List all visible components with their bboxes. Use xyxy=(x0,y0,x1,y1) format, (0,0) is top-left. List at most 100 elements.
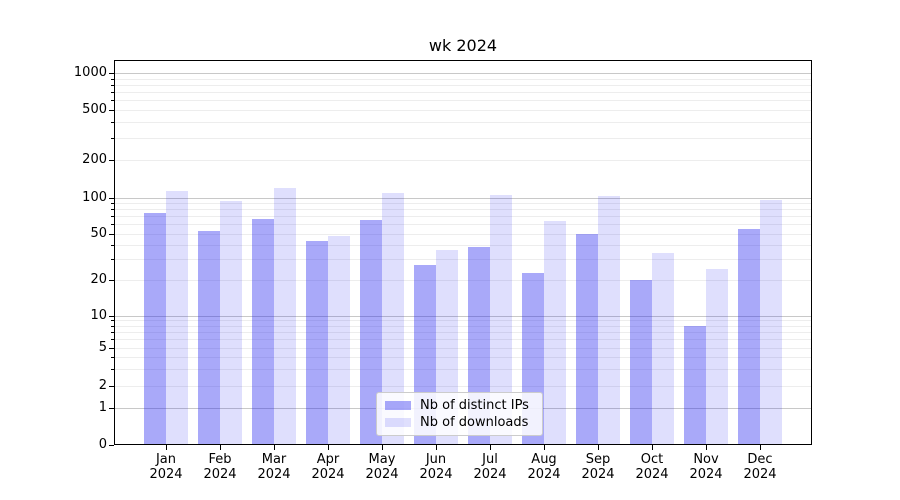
legend-item-distinct-ips: Nb of distinct IPs xyxy=(385,398,534,413)
y-tick-label: 20 xyxy=(90,272,107,287)
y-tick-mark xyxy=(109,386,114,387)
x-tick-mark xyxy=(706,445,707,450)
y-tick-mark-minor xyxy=(111,138,114,139)
y-tick-mark-minor xyxy=(111,92,114,93)
y-gridline-minor xyxy=(115,216,811,217)
legend-swatch-distinct-ips xyxy=(385,401,411,410)
x-tick-label: Oct 2024 xyxy=(635,452,669,482)
x-tick-mark xyxy=(220,445,221,450)
x-tick-label: Dec 2024 xyxy=(743,452,777,482)
y-gridline-minor xyxy=(115,320,811,321)
y-gridline-minor xyxy=(115,100,811,101)
bar-downloads xyxy=(382,192,404,445)
bar-distinct-ips xyxy=(144,212,166,445)
bar-distinct-ips xyxy=(684,325,706,445)
y-gridline-minor xyxy=(115,386,811,387)
y-gridline-minor xyxy=(115,357,811,358)
bar-downloads xyxy=(328,235,350,445)
y-gridline-major xyxy=(115,198,811,199)
x-tick-label: May 2024 xyxy=(365,452,399,482)
y-tick-mark-minor xyxy=(111,369,114,370)
y-gridline-minor xyxy=(115,259,811,260)
y-tick-mark-minor xyxy=(111,209,114,210)
bar-downloads xyxy=(598,195,620,445)
x-tick-mark xyxy=(436,445,437,450)
y-gridline-minor xyxy=(115,326,811,327)
bar-downloads xyxy=(274,188,296,445)
bar-distinct-ips xyxy=(360,220,382,445)
y-gridline-minor xyxy=(115,203,811,204)
y-tick-mark-minor xyxy=(111,326,114,327)
bar-distinct-ips xyxy=(576,233,598,445)
x-tick-mark xyxy=(652,445,653,450)
legend: Nb of distinct IPs Nb of downloads xyxy=(376,392,543,436)
x-tick-label: Nov 2024 xyxy=(689,452,723,482)
y-tick-mark-minor xyxy=(111,224,114,225)
y-gridline-minor xyxy=(115,138,811,139)
y-tick-mark-minor xyxy=(111,320,114,321)
y-tick-mark-minor xyxy=(111,100,114,101)
y-tick-label: 100 xyxy=(82,190,107,205)
x-tick-label: Jun 2024 xyxy=(419,452,453,482)
y-tick-label: 50 xyxy=(90,225,107,241)
y-gridline-minor xyxy=(115,160,811,161)
y-tick-mark xyxy=(109,73,114,74)
bar-distinct-ips xyxy=(252,218,274,445)
x-tick-mark xyxy=(760,445,761,450)
y-tick-mark-minor xyxy=(111,259,114,260)
y-gridline-minor xyxy=(115,122,811,123)
y-tick-mark-minor xyxy=(111,332,114,333)
y-tick-mark xyxy=(109,198,114,199)
bar-distinct-ips xyxy=(198,231,220,445)
legend-swatch-downloads xyxy=(385,418,411,427)
y-tick-mark xyxy=(109,348,114,349)
x-tick-label: Mar 2024 xyxy=(257,452,291,482)
y-gridline-minor xyxy=(115,332,811,333)
bar-distinct-ips xyxy=(630,280,652,445)
y-gridline-major xyxy=(115,316,811,317)
y-tick-mark-minor xyxy=(111,122,114,123)
y-tick-label: 10 xyxy=(90,307,107,323)
y-tick-mark xyxy=(109,316,114,317)
y-tick-mark xyxy=(109,445,114,446)
y-tick-mark xyxy=(109,160,114,161)
y-tick-mark-minor xyxy=(111,79,114,80)
bar-downloads xyxy=(544,220,566,445)
x-tick-mark xyxy=(166,445,167,450)
legend-label-distinct-ips: Nb of distinct IPs xyxy=(420,398,529,413)
bar-downloads xyxy=(490,195,512,445)
y-gridline-minor xyxy=(115,85,811,86)
y-tick-label: 500 xyxy=(82,102,107,117)
y-tick-mark-minor xyxy=(111,85,114,86)
y-tick-mark-minor xyxy=(111,216,114,217)
x-tick-mark xyxy=(490,445,491,450)
x-tick-mark xyxy=(328,445,329,450)
y-gridline-minor xyxy=(115,79,811,80)
y-tick-mark xyxy=(109,280,114,281)
x-tick-mark xyxy=(274,445,275,450)
bar-downloads xyxy=(652,253,674,445)
bar-distinct-ips xyxy=(738,228,760,445)
y-gridline-minor xyxy=(115,369,811,370)
x-tick-label: Sep 2024 xyxy=(581,452,615,482)
bar-downloads xyxy=(166,190,188,445)
y-tick-label: 1000 xyxy=(73,65,107,80)
legend-item-downloads: Nb of downloads xyxy=(385,415,534,430)
y-tick-label: 0 xyxy=(98,436,107,452)
x-tick-mark xyxy=(544,445,545,450)
y-gridline-minor xyxy=(115,348,811,349)
y-gridline-major xyxy=(115,73,811,74)
bar-downloads xyxy=(706,268,728,445)
bar-downloads xyxy=(760,200,782,445)
x-tick-label: Jan 2024 xyxy=(149,452,183,482)
x-tick-mark xyxy=(598,445,599,450)
y-tick-label: 2 xyxy=(98,377,107,393)
y-gridline-minor xyxy=(115,245,811,246)
bar-distinct-ips xyxy=(306,241,328,445)
y-tick-mark xyxy=(109,234,114,235)
bar-downloads xyxy=(220,201,242,445)
y-tick-mark-minor xyxy=(111,339,114,340)
y-gridline-minor xyxy=(115,92,811,93)
y-tick-mark xyxy=(109,408,114,409)
